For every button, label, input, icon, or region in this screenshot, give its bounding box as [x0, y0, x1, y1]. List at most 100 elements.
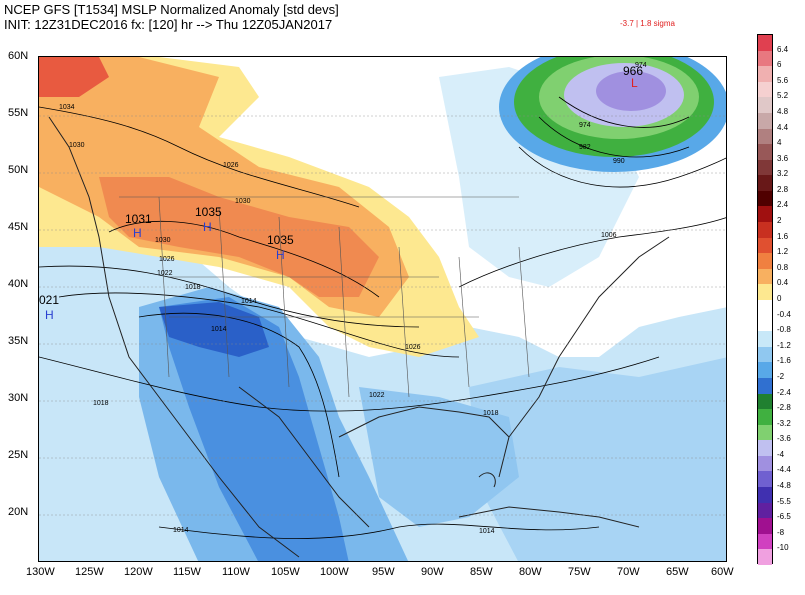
colorbar-swatch [758, 455, 772, 472]
high-symbol-3: H [276, 248, 285, 262]
colorbar-label: 0.8 [777, 262, 789, 272]
colorbar-swatch [758, 377, 772, 395]
positive-anomaly-nw [39, 57, 109, 97]
lat-label: 35N [8, 335, 29, 347]
colorbar-swatch [758, 50, 772, 67]
colorbar-swatch [758, 35, 772, 52]
low-symbol: L [631, 76, 638, 90]
colorbar-swatch [758, 549, 772, 566]
colorbar-swatch [758, 331, 772, 348]
isobar-label: 1014 [173, 527, 189, 534]
lon-label: 60W [711, 566, 734, 578]
colorbar-label: -3.6 [777, 434, 791, 444]
isobar-label: 1022 [157, 270, 173, 277]
colorbar-swatch [758, 206, 772, 223]
colorbar-swatch [758, 112, 772, 130]
lat-label: 30N [8, 392, 29, 404]
colorbar-swatch [758, 424, 772, 441]
colorbar-label: 4.8 [777, 106, 789, 116]
isobar-label: 1026 [159, 256, 175, 263]
lat-label: 25N [8, 449, 29, 461]
colorbar-swatch [758, 471, 772, 488]
lon-label: 75W [568, 566, 591, 578]
colorbar-swatch [758, 253, 772, 270]
lon-label: 110W [222, 566, 250, 578]
center-value-3: 1035 [267, 233, 294, 247]
colorbar-label: -1.6 [777, 356, 791, 366]
low-purple [596, 71, 666, 111]
isobar-label: 1022 [369, 392, 385, 399]
lon-label: 80W [519, 566, 542, 578]
colorbar-label: 5.6 [777, 75, 789, 85]
lat-label: 50N [8, 164, 29, 176]
colorbar-label: -0.4 [777, 309, 791, 319]
lon-label: 100W [320, 566, 349, 578]
colorbar-swatch [758, 362, 772, 379]
isobar-label: 1030 [235, 198, 251, 205]
colorbar-swatch [758, 502, 772, 519]
colorbar-label: -0.8 [777, 325, 791, 335]
chart-title: NCEP GFS [T1534] MSLP Normalized Anomaly… [4, 2, 339, 17]
colorbar-label: -10 [777, 543, 789, 553]
high-symbol-4: H [45, 308, 54, 322]
lon-label: 70W [617, 566, 640, 578]
isobar-label: 1014 [241, 298, 257, 305]
lon-label: 105W [271, 566, 300, 578]
high-symbol-2: H [203, 220, 212, 234]
colorbar-label: 6 [777, 60, 782, 70]
colorbar-label: 1.6 [777, 231, 789, 241]
colorbar-label: 0 [777, 294, 782, 303]
center-value-2: 1035 [195, 205, 222, 219]
colorbar-label: -6.5 [777, 512, 791, 522]
colorbar-label: 5.2 [777, 91, 789, 101]
colorbar-label: -4 [777, 449, 785, 459]
colorbar-swatch [758, 268, 772, 285]
colorbar-swatch [758, 159, 772, 176]
lon-label: 125W [75, 566, 104, 578]
lat-label: 20N [8, 506, 29, 518]
isobar-label: 974 [635, 62, 647, 69]
lon-label: 65W [666, 566, 689, 578]
lat-label: 45N [8, 221, 29, 233]
colorbar-swatch [758, 487, 772, 504]
anomaly-map: 1031 H 1035 H 1035 H 021 H 966 L 1034 10… [39, 57, 726, 561]
colorbar [757, 34, 773, 566]
graticule [39, 115, 726, 516]
colorbar-swatch [758, 393, 772, 410]
lat-label: 40N [8, 278, 29, 290]
colorbar-label: 2 [777, 216, 782, 226]
colorbar-label: -4.4 [777, 465, 791, 475]
colorbar-swatch [758, 284, 772, 301]
lat-label: 60N [8, 50, 29, 62]
lon-label: 120W [124, 566, 153, 578]
isobar-label: 1026 [223, 162, 239, 169]
colorbar-label: -2 [777, 371, 785, 381]
center-value-4: 021 [39, 293, 59, 307]
colorbar-label: -2.8 [777, 403, 791, 413]
isobar-label: 1030 [155, 237, 171, 244]
isobar-label: 1034 [59, 104, 75, 111]
isobar-label: 1014 [211, 326, 227, 333]
colorbar-label: -3.2 [777, 418, 791, 428]
isobar-label: 974 [579, 122, 591, 129]
southwest-center [159, 302, 269, 357]
isobar-label: 1026 [405, 344, 421, 351]
colorbar-label: -2.4 [777, 387, 791, 397]
colorbar-label: 0.4 [777, 278, 789, 288]
gulf-anomaly [359, 387, 519, 527]
lon-label: 95W [372, 566, 395, 578]
isobar-label: 990 [613, 158, 625, 165]
colorbar-swatch [758, 144, 772, 161]
colorbar-swatch [758, 190, 772, 207]
atlantic-anomaly [469, 357, 726, 561]
lon-label: 130W [26, 566, 55, 578]
isobar-label: 1014 [479, 528, 495, 535]
colorbar-swatch [758, 409, 772, 426]
lon-label: 90W [421, 566, 444, 578]
colorbar-swatch [758, 81, 772, 98]
colorbar-label: -4.8 [777, 481, 791, 491]
colorbar-label: 3.2 [777, 169, 789, 179]
colorbar-swatch [758, 533, 772, 550]
isobar-label: 1030 [69, 142, 85, 149]
isobar-label: 1018 [483, 410, 499, 417]
